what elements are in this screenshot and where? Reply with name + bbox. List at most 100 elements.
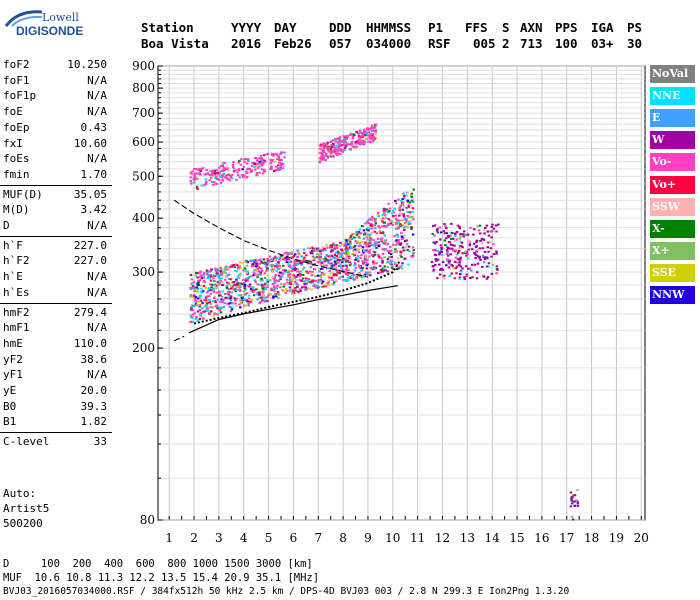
echo-point: [258, 283, 262, 286]
echo-point: [227, 288, 231, 291]
echo-point: [262, 154, 266, 157]
echo-point: [319, 262, 322, 265]
echo-point: [394, 214, 397, 217]
echo-point: [394, 221, 398, 224]
echo-point: [266, 259, 270, 262]
echo-point: [371, 140, 375, 143]
echo-point: [491, 263, 495, 266]
echo-point: [337, 146, 340, 149]
echo-point: [314, 279, 318, 282]
echo-point: [224, 174, 228, 177]
param-row: foEp 0.43: [3, 121, 107, 135]
echo-point: [453, 232, 457, 235]
echo-point: [251, 291, 255, 294]
param-value: 10.60: [73, 136, 107, 150]
echo-point: [392, 211, 395, 214]
echo-point: [236, 284, 239, 287]
echo-point: [365, 256, 368, 259]
echo-point: [261, 279, 264, 282]
echo-point: [366, 134, 370, 137]
echo-point: [288, 264, 292, 267]
echo-point: [446, 254, 450, 257]
echo-point: [404, 194, 408, 197]
echo-point: [455, 253, 459, 256]
echo-point: [345, 266, 349, 269]
echo-point: [285, 258, 288, 261]
echo-point: [189, 294, 193, 297]
param-name: foF2: [3, 58, 30, 71]
echo-point: [332, 155, 335, 158]
echo-point: [400, 234, 404, 237]
logo-text-digisonde: DIGISONDE: [16, 24, 84, 38]
echo-point: [348, 242, 352, 245]
echo-point: [315, 252, 319, 255]
digisonde-logo: Lowell DIGISONDE: [4, 8, 84, 44]
echo-point: [216, 270, 219, 273]
echo-point: [276, 158, 279, 161]
echo-point: [452, 249, 455, 252]
echo-point: [454, 267, 458, 270]
echo-point: [390, 266, 394, 269]
echo-point: [320, 153, 324, 156]
echo-point: [200, 184, 203, 187]
echo-point: [300, 263, 303, 266]
echo-point: [251, 286, 255, 289]
echo-point: [358, 143, 362, 146]
echo-point: [277, 279, 281, 282]
echo-point: [488, 241, 492, 244]
echo-point: [458, 225, 461, 228]
echo-point: [336, 144, 339, 147]
echo-point: [462, 235, 466, 238]
echo-point: [278, 255, 281, 258]
echo-point: [313, 263, 316, 266]
echo-point: [243, 283, 247, 286]
echo-point: [233, 269, 237, 272]
echo-point: [324, 159, 327, 162]
echo-point: [285, 256, 288, 259]
echo-point: [198, 304, 202, 307]
echo-point: [365, 264, 368, 267]
echo-point: [287, 282, 290, 285]
echo-point: [398, 266, 401, 269]
echo-point: [355, 257, 358, 260]
echo-point: [328, 246, 332, 249]
echo-point: [242, 290, 246, 293]
echo-point: [223, 278, 227, 281]
echo-point: [225, 296, 228, 299]
echo-point: [412, 188, 416, 191]
echo-point: [360, 140, 363, 143]
echo-point: [248, 168, 251, 171]
echo-point: [291, 292, 294, 295]
echo-point: [487, 250, 490, 253]
echo-point: [212, 287, 216, 290]
echo-point: [394, 217, 398, 220]
echo-point: [249, 169, 253, 172]
param-name: M(D): [3, 203, 30, 217]
echo-point: [250, 286, 254, 289]
echo-point: [332, 149, 335, 152]
echo-point: [338, 255, 342, 258]
echo-point: [260, 269, 264, 272]
echo-point: [229, 278, 232, 281]
echo-point: [370, 231, 373, 234]
echo-point: [222, 168, 225, 171]
echo-point: [272, 289, 276, 292]
echo-point: [495, 230, 498, 233]
echo-point: [432, 249, 435, 252]
echo-point: [307, 278, 311, 281]
echo-point: [300, 286, 304, 289]
echo-point: [246, 262, 250, 265]
echo-point: [234, 302, 237, 305]
echo-point: [432, 268, 436, 271]
echo-point: [435, 259, 438, 262]
echo-point: [288, 279, 292, 282]
echo-point: [490, 255, 493, 258]
echo-point: [339, 153, 342, 156]
echo-point: [295, 256, 299, 259]
echo-point: [377, 215, 380, 218]
echo-point: [323, 145, 326, 148]
echo-point: [379, 271, 382, 274]
echo-point: [253, 162, 256, 165]
echo-point: [262, 289, 265, 292]
echo-point: [330, 266, 334, 269]
